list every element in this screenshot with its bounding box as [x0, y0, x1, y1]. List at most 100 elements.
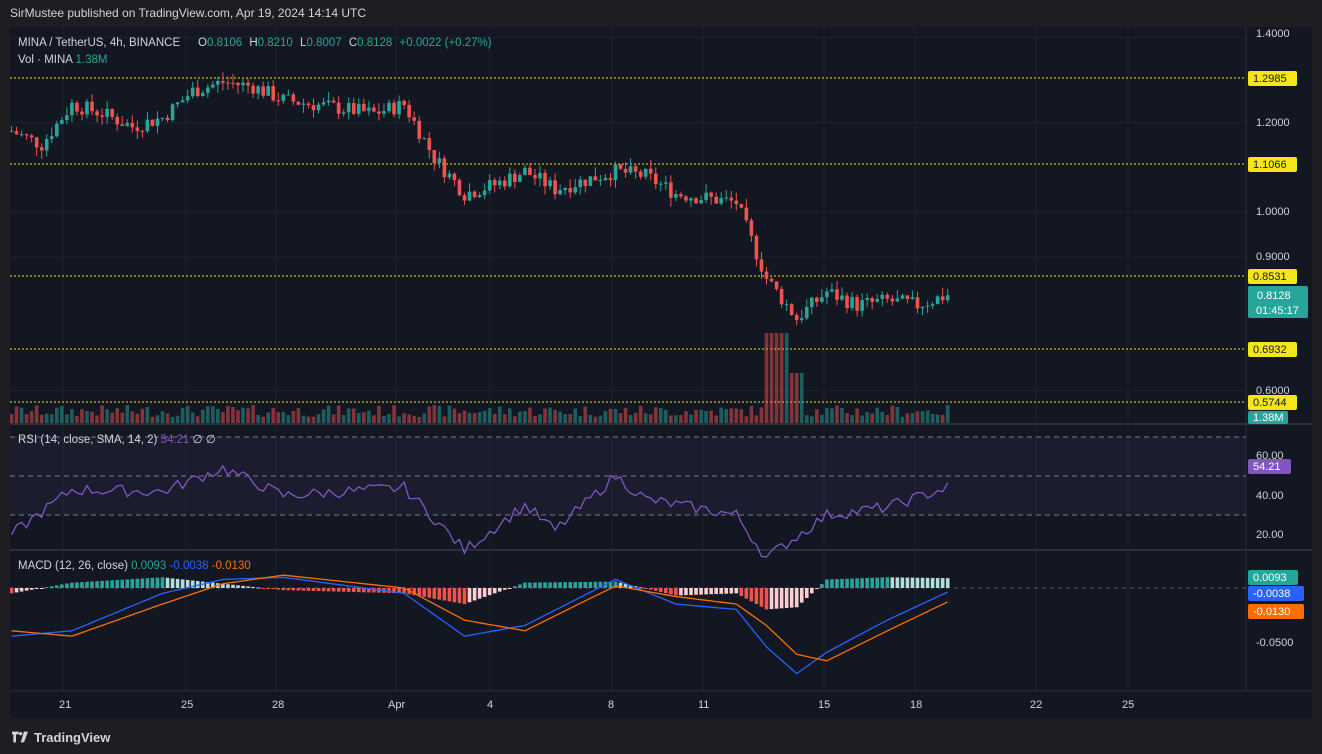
- candle-body-45[interactable]: [236, 82, 240, 86]
- time-axis[interactable]: 21 25 28 Apr 4 8 11 15 18 22 25: [59, 699, 1134, 711]
- candle-body-85[interactable]: [437, 158, 442, 164]
- candle-body-183[interactable]: [930, 304, 935, 306]
- candle-body-57[interactable]: [296, 101, 301, 105]
- candle-body-110[interactable]: [563, 187, 567, 191]
- candle-body-182[interactable]: [925, 305, 930, 307]
- candle-body-32[interactable]: [170, 104, 175, 121]
- candle-body-173[interactable]: [880, 294, 885, 299]
- candle-body-164[interactable]: [835, 289, 839, 300]
- candle-body-129[interactable]: [659, 183, 663, 185]
- candle-body-35[interactable]: [185, 96, 190, 101]
- candle-body-172[interactable]: [875, 298, 880, 302]
- candle-body-38[interactable]: [200, 92, 205, 97]
- candle-body-124[interactable]: [633, 166, 638, 172]
- candle-body-89[interactable]: [457, 180, 462, 196]
- candle-body-99[interactable]: [508, 173, 512, 187]
- candle-body-175[interactable]: [890, 298, 895, 302]
- candle-body-24[interactable]: [130, 123, 135, 128]
- candle-body-81[interactable]: [417, 120, 421, 139]
- candle-body-67[interactable]: [346, 103, 351, 113]
- candle-body-8[interactable]: [49, 136, 54, 140]
- candle-body-149[interactable]: [759, 259, 764, 272]
- candle-body-1[interactable]: [14, 131, 19, 135]
- candle-body-15[interactable]: [85, 101, 89, 115]
- candle-body-37[interactable]: [195, 87, 200, 97]
- candle-body-109[interactable]: [558, 190, 562, 195]
- candle-body-168[interactable]: [855, 297, 859, 311]
- chart-canvas[interactable]: MINA / TetherUS, 4h, BINANCE O0.8106 H0.…: [10, 27, 1312, 719]
- candle-body-136[interactable]: [694, 198, 698, 204]
- candle-body-78[interactable]: [402, 100, 406, 105]
- candle-body-49[interactable]: [256, 86, 260, 94]
- candle-body-42[interactable]: [221, 81, 225, 83]
- candle-body-161[interactable]: [820, 297, 824, 302]
- candle-body-30[interactable]: [160, 117, 165, 119]
- candle-body-153[interactable]: [779, 289, 784, 305]
- candle-body-107[interactable]: [548, 180, 552, 187]
- candle-body-125[interactable]: [638, 171, 643, 177]
- candle-body-13[interactable]: [75, 102, 79, 112]
- candle-body-139[interactable]: [709, 192, 713, 197]
- candle-body-19[interactable]: [105, 108, 109, 117]
- candle-body-140[interactable]: [714, 196, 718, 204]
- candle-body-31[interactable]: [165, 117, 170, 121]
- candle-body-98[interactable]: [502, 180, 507, 187]
- candle-body-97[interactable]: [497, 180, 502, 186]
- candle-body-66[interactable]: [341, 112, 346, 114]
- candle-body-145[interactable]: [739, 204, 744, 208]
- candle-body-55[interactable]: [286, 94, 291, 96]
- candle-body-12[interactable]: [70, 102, 74, 116]
- candle-body-163[interactable]: [830, 289, 834, 292]
- candle-body-5[interactable]: [34, 137, 39, 148]
- candle-body-79[interactable]: [407, 104, 411, 118]
- candle-body-142[interactable]: [724, 197, 729, 199]
- candle-body-166[interactable]: [845, 295, 849, 309]
- candle-body-127[interactable]: [648, 168, 653, 174]
- candle-body-117[interactable]: [598, 179, 603, 181]
- rsi-legend[interactable]: RSI (14, close, SMA, 14, 2) 54.21 ∅ ∅: [18, 434, 216, 446]
- candle-body-83[interactable]: [427, 138, 432, 151]
- candle-body-115[interactable]: [588, 176, 593, 186]
- candle-body-29[interactable]: [155, 118, 160, 126]
- candle-body-0[interactable]: [10, 131, 14, 133]
- candle-body-176[interactable]: [895, 298, 900, 302]
- candle-body-123[interactable]: [628, 166, 633, 173]
- candle-body-17[interactable]: [95, 111, 99, 116]
- candle-body-159[interactable]: [810, 297, 814, 308]
- candle-body-54[interactable]: [281, 94, 286, 101]
- legend-symbol[interactable]: MINA / TetherUS, 4h, BINANCE: [18, 37, 180, 49]
- candle-body-121[interactable]: [618, 164, 623, 169]
- legend-volume[interactable]: Vol · MINA 1.38M: [18, 54, 108, 66]
- candle-body-147[interactable]: [749, 220, 754, 236]
- candle-body-47[interactable]: [246, 82, 250, 86]
- candle-body-156[interactable]: [794, 314, 799, 321]
- candle-body-14[interactable]: [80, 111, 84, 115]
- candle-body-65[interactable]: [336, 102, 341, 114]
- candle-body-80[interactable]: [412, 117, 416, 121]
- candle-body-148[interactable]: [754, 235, 759, 260]
- candle-body-131[interactable]: [669, 182, 673, 198]
- candle-body-84[interactable]: [432, 150, 437, 164]
- candle-body-138[interactable]: [704, 192, 708, 200]
- candle-body-170[interactable]: [865, 298, 869, 301]
- candle-body-122[interactable]: [623, 168, 628, 173]
- candle-body-94[interactable]: [482, 190, 487, 196]
- candle-body-76[interactable]: [392, 102, 396, 115]
- candle-body-90[interactable]: [462, 195, 467, 201]
- candle-body-186[interactable]: [945, 295, 950, 301]
- candle-body-59[interactable]: [306, 103, 311, 106]
- candle-body-7[interactable]: [44, 139, 49, 151]
- candle-body-114[interactable]: [583, 179, 588, 186]
- footer-brand[interactable]: TradingView: [12, 728, 110, 746]
- candle-body-134[interactable]: [684, 196, 688, 201]
- candle-body-108[interactable]: [553, 180, 557, 195]
- candle-body-69[interactable]: [357, 103, 361, 114]
- candle-body-28[interactable]: [150, 119, 155, 126]
- candle-body-25[interactable]: [135, 127, 140, 132]
- candle-body-181[interactable]: [920, 306, 925, 309]
- candle-body-157[interactable]: [799, 318, 804, 321]
- candle-body-34[interactable]: [180, 100, 185, 103]
- candle-body-185[interactable]: [940, 296, 945, 301]
- candle-body-40[interactable]: [211, 84, 215, 88]
- candle-body-132[interactable]: [674, 194, 678, 198]
